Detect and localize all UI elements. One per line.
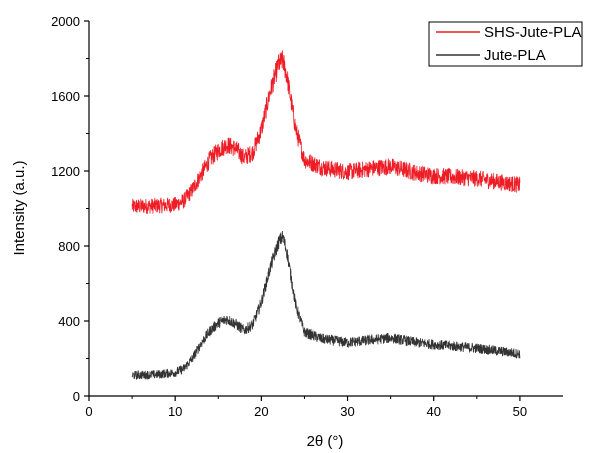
series-line-jute-pla bbox=[131, 231, 521, 380]
y-tick-label: 1600 bbox=[51, 89, 80, 104]
series-line-shs-jute-pla bbox=[131, 50, 521, 214]
y-tick-label: 1200 bbox=[51, 164, 80, 179]
y-axis-title: Intensity (a.u.) bbox=[11, 160, 28, 255]
x-tick-label: 20 bbox=[254, 404, 268, 419]
y-tick-label: 400 bbox=[58, 314, 80, 329]
x-tick-label: 40 bbox=[426, 404, 440, 419]
y-tick-label: 800 bbox=[58, 239, 80, 254]
legend: SHS-Jute-PLA Jute-PLA bbox=[428, 21, 583, 67]
plot-series-group bbox=[131, 50, 521, 380]
legend-label-jute-pla: Jute-PLA bbox=[484, 47, 546, 64]
y-tick-label: 2000 bbox=[51, 14, 80, 29]
legend-label-shs-jute-pla: SHS-Jute-PLA bbox=[484, 24, 582, 41]
axes-group: 0 10 20 30 40 50 0 400 800 1200 1600 2000 bbox=[51, 14, 563, 419]
x-tick-label: 0 bbox=[85, 404, 92, 419]
legend-box bbox=[428, 21, 583, 67]
y-tick-label: 0 bbox=[73, 389, 80, 404]
x-tick-label: 30 bbox=[340, 404, 354, 419]
x-tick-label: 10 bbox=[168, 404, 182, 419]
x-tick-label: 50 bbox=[513, 404, 527, 419]
x-axis-title: 2θ (°) bbox=[307, 433, 344, 450]
